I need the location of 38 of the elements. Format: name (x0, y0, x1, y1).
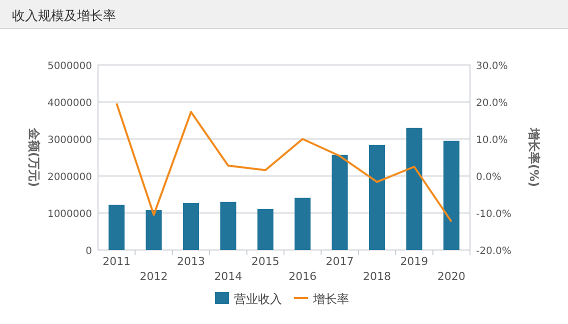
bar (183, 203, 199, 250)
bar (220, 202, 236, 250)
bar (406, 128, 422, 250)
bar (257, 208, 274, 250)
x-tick-label: 2012 (140, 270, 168, 283)
y2-tick-label: -10.0% (476, 209, 512, 220)
x-tick-label: 2011 (102, 255, 131, 268)
line-series (116, 102, 452, 223)
x-tick-label: 2015 (251, 255, 280, 268)
bar (108, 204, 125, 250)
y2-tick-label: 20.0% (476, 98, 508, 109)
y2-tick-label: 10.0% (476, 135, 508, 146)
bar (294, 198, 311, 250)
y-tick-label: 4000000 (47, 98, 92, 109)
x-tick-label: 2014 (214, 270, 242, 283)
y2-tick-label: 30.0% (476, 61, 508, 72)
legend-label: 营业收入 (234, 292, 282, 306)
y2-axis-title: 增长率(%) (527, 127, 541, 187)
y-tick-label: 1000000 (47, 209, 92, 220)
y-axis-title: 金额(万元) (27, 127, 41, 187)
chart-title: 收入规模及增长率 (12, 8, 116, 24)
y-tick-label: 0 (86, 246, 92, 257)
bar (443, 140, 460, 250)
y2-tick-label: 0.0% (476, 172, 502, 183)
y-tick-label: 2000000 (47, 172, 92, 183)
y-tick-label: 5000000 (47, 61, 92, 72)
x-tick-label: 2019 (400, 255, 428, 268)
x-tick-label: 2020 (437, 270, 466, 283)
bar (332, 154, 348, 250)
x-tick-label: 2013 (177, 255, 205, 268)
bar (146, 210, 162, 250)
x-tick-label: 2016 (288, 270, 317, 283)
y-tick-label: 3000000 (47, 135, 92, 146)
x-tick-label: 2018 (363, 270, 391, 283)
x-tick-label: 2017 (326, 255, 354, 268)
legend-label: 增长率 (312, 292, 349, 306)
y2-tick-label: -20.0% (476, 246, 512, 257)
bar (369, 144, 385, 250)
